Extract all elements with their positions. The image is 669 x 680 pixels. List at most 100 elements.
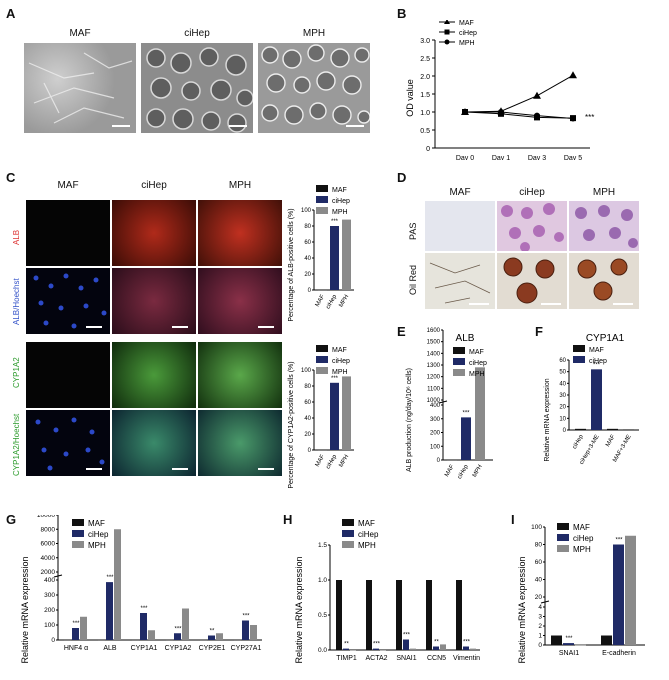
g-plot-ytick: 4000	[41, 555, 56, 562]
h-plot-bar-cihep	[343, 648, 349, 650]
h-plot-bar-maf	[396, 580, 402, 650]
b-ytick: 0.5	[420, 128, 430, 135]
legend-label-cihep: ciHep	[332, 358, 350, 365]
legend-swatch-cihep	[316, 356, 328, 363]
d-col-mph: MPH	[592, 187, 616, 198]
i-plot-ytick: 0	[538, 642, 542, 649]
c-img-mph-alb	[198, 200, 282, 266]
d-col-cihep: ciHep	[519, 187, 545, 198]
h-plot-bar-mph	[440, 644, 446, 650]
ct-plot-xtick: MPH	[338, 294, 350, 309]
legend-label-maf: MAF	[469, 349, 484, 356]
legend-label-cihep: ciHep	[358, 530, 379, 539]
panel-f-label: F	[535, 324, 543, 339]
legend-label-mph: MPH	[332, 209, 348, 216]
e-ytick: 1200	[427, 375, 441, 381]
b-point	[498, 109, 504, 115]
legend-swatch-mph	[72, 541, 84, 548]
g-plot-bar-cihep	[208, 635, 215, 640]
i-plot-bar-mph	[625, 535, 636, 645]
chart-f-title: CYP1A1	[586, 333, 625, 344]
b-ytick: 0	[426, 146, 430, 153]
chart-h-svg: Relative mRNA expression 0.0 0.5 1.0 1.5 TIM…	[294, 519, 480, 664]
b-line-maf	[464, 74, 574, 113]
cb-sig: ***	[331, 376, 339, 382]
e-ytick: 200	[430, 431, 441, 437]
cb-plot-ytick: 60	[304, 400, 311, 406]
g-plot-bar-maf	[200, 639, 207, 641]
i-plot-ytick: 60	[535, 559, 543, 566]
chart-g-svg: Relative mRNA expression 0 100 200 300 40020…	[20, 515, 262, 664]
ct-plot-ytick: 100	[301, 208, 312, 214]
legend-label-mph: MPH	[332, 369, 348, 376]
panel-h-label: H	[283, 512, 293, 527]
f-ytick: 20	[559, 405, 566, 411]
chart-i-ylabel: Relative mRNA expression	[517, 556, 527, 663]
g-plot-bar-mph	[148, 630, 155, 640]
ct-plot-ytick: 40	[304, 256, 311, 262]
g-plot-bar-maf	[64, 639, 71, 641]
g-plot-xtick: ALB	[103, 645, 117, 652]
g-plot-bar-maf	[166, 639, 173, 641]
e-ytick: 1100	[427, 386, 441, 392]
legend-label-mph: MPH	[469, 371, 485, 378]
cb-plot-ytick: 20	[304, 432, 311, 438]
i-plot-sig: ***	[615, 538, 623, 544]
e-ytick: 1500	[427, 340, 441, 346]
g-plot-sig: ***	[174, 626, 182, 632]
cb-plot-bar-maf	[318, 450, 327, 451]
i-plot-bar-cihep	[563, 643, 574, 645]
chart-c-bottom-ylabel: Percentage of CYP1A2-positive cells (%)	[288, 361, 295, 488]
g-plot-bar-maf	[98, 639, 105, 641]
e-ytick: 1600	[427, 328, 441, 334]
f-bar	[623, 429, 634, 430]
g-plot-sig: ***	[72, 621, 80, 627]
legend-swatch-maf	[342, 519, 354, 526]
legend-label-maf: MAF	[332, 347, 347, 354]
h-plot-bar-maf	[426, 580, 432, 650]
i-plot-bar-cihep	[613, 544, 624, 645]
legend-swatch-cihep	[316, 196, 328, 203]
g-plot-xtick: CYP1A2	[165, 645, 192, 652]
legend-label-cihep: ciHep	[332, 198, 350, 205]
e-bar-mph	[475, 367, 485, 460]
b-ytick: 2.0	[420, 74, 430, 81]
chart-c-bottom-svg: Percentage of CYP1A2-positive cells (%) …	[288, 345, 354, 489]
i-plot-ytick: 3	[538, 614, 542, 621]
chart-i-svg: Relative mRNA expression 0 1 2 3 4 20 40 60 80 10…	[517, 523, 645, 664]
legend-swatch-maf	[316, 345, 328, 352]
i-plot-xtick: E-cadherin	[602, 650, 636, 657]
g-plot-bar-cihep	[72, 628, 79, 640]
cb-plot-ytick: 0	[308, 448, 312, 454]
i-plot-xtick: SNAI1	[559, 650, 579, 657]
cb-plot-ytick: 40	[304, 416, 311, 422]
b-point	[570, 115, 576, 122]
b-legend-label: MPH	[459, 40, 475, 47]
micrograph-a-mph	[258, 43, 370, 133]
b-ytick: 1.0	[420, 110, 430, 117]
cb-plot-xtick: MPH	[338, 454, 350, 469]
h-plot-xtick: Vimentin	[453, 655, 480, 662]
g-plot-sig: ***	[140, 606, 148, 612]
i-plot-sig: ***	[565, 636, 573, 642]
c-col-cihep: ciHep	[141, 180, 167, 191]
legend-swatch-mph	[342, 541, 354, 548]
b-legend-marker	[444, 39, 450, 45]
h-plot-sig: ***	[463, 640, 471, 646]
g-plot-bar-mph	[114, 529, 121, 640]
c-row-alb-hoechst: ALB/Hoechst	[12, 278, 21, 325]
f-xtick: MAF	[605, 434, 617, 448]
d-img-maf-oil	[425, 253, 495, 309]
ct-plot-bar-maf	[318, 290, 327, 291]
h-plot-bar-mph	[380, 650, 386, 651]
panel-a-label: A	[6, 6, 16, 21]
h-plot-ytick: 0.5	[318, 612, 327, 619]
b-legend-label: MAF	[459, 20, 474, 27]
chart-f-ylabel: Relative mRNA expression	[544, 378, 551, 461]
d-row-pas: PAS	[408, 222, 418, 240]
cb-plot-bar-mph	[342, 376, 351, 450]
legend-label-mph: MPH	[358, 541, 376, 550]
chart-h-ylabel: Relative mRNA expression	[294, 556, 304, 663]
e-ytick: 300	[430, 417, 441, 423]
panel-d-label: D	[397, 170, 407, 185]
